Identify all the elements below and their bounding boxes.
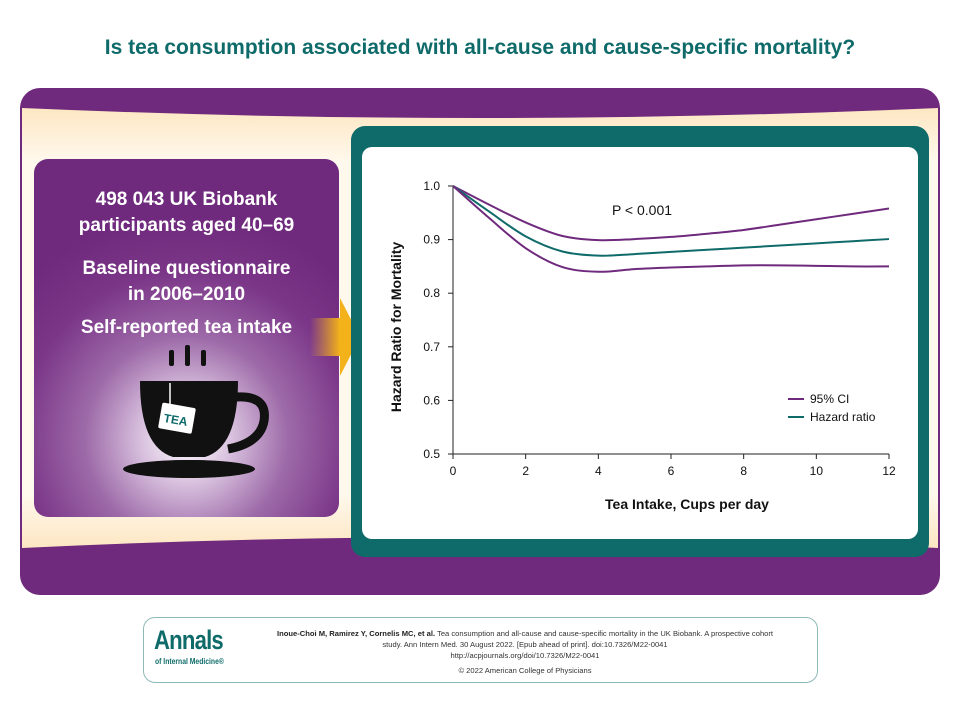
participants-line-1: 498 043 UK Biobank (95, 189, 278, 210)
annals-logo: Annals (154, 625, 224, 655)
p-value-annotation: P < 0.001 (612, 202, 672, 218)
legend-label: Hazard ratio (810, 410, 876, 424)
chart-background (362, 147, 918, 539)
ci-upper-line (452, 185, 890, 242)
citation-authors: Inoue-Choi M, Ramirez Y, Cornelis MC, et… (276, 629, 436, 638)
chart-axes: 0 2 4 6 8 10 12 0.5 0.6 0.7 0.8 0.9 1.0 (423, 179, 896, 478)
intake-line: Self-reported tea intake (80, 317, 293, 338)
tea-tag-label: TEA (163, 411, 189, 429)
x-tick-label: 6 (668, 464, 675, 478)
y-tick-label: 0.6 (423, 393, 440, 407)
y-tick-label: 0.5 (423, 447, 440, 461)
x-tick-label: 4 (595, 464, 602, 478)
legend-label: 95% CI (810, 392, 849, 406)
citation-title: Tea consumption and all-cause and cause-… (435, 629, 774, 638)
x-axis-label: Tea Intake, Cups per day (605, 496, 769, 512)
annals-logo-subtitle: of Internal Medicine® (155, 657, 224, 666)
chart-series (452, 185, 890, 273)
x-tick-label: 0 (450, 464, 457, 478)
y-tick-label: 0.9 (423, 233, 440, 247)
hazard-ratio-chart: 0 2 4 6 8 10 12 0.5 0.6 0.7 0.8 0.9 1.0 P < 0.001 Te… (388, 179, 896, 512)
participants-line-2: participants aged 40–69 (78, 215, 295, 236)
flow-arrow-icon (310, 298, 360, 376)
citation-line-1: Inoue-Choi M, Ramirez Y, Cornelis MC, et… (240, 629, 810, 639)
ci-lower-line (452, 185, 890, 273)
citation-line-2: study. Ann Intern Med. 30 August 2022. [… (382, 640, 668, 649)
x-tick-label: 8 (740, 464, 747, 478)
citation-footer (143, 617, 818, 683)
hazard-ratio-line (452, 185, 890, 257)
x-tick-label: 12 (882, 464, 896, 478)
tea-cup-icon: TEA (123, 345, 269, 478)
citation-url[interactable]: http://acpjournals.org/doi/10.7326/M22-0… (450, 651, 600, 660)
infographic-title: Is tea consumption associated with all-c… (104, 36, 856, 59)
x-tick-label: 10 (810, 464, 824, 478)
x-tick-label: 2 (522, 464, 529, 478)
chart-legend: 95% CI Hazard ratio (788, 392, 876, 424)
y-axis-label: Hazard Ratio for Mortality (388, 242, 404, 413)
baseline-line-1: Baseline questionnaire (82, 258, 291, 279)
y-tick-label: 1.0 (423, 179, 440, 193)
y-tick-label: 0.7 (423, 340, 440, 354)
baseline-line-2: in 2006–2010 (127, 284, 246, 305)
copyright-notice: © 2022 American College of Physicians (458, 666, 592, 675)
study-info-panel (34, 159, 339, 517)
y-tick-label: 0.8 (423, 286, 440, 300)
